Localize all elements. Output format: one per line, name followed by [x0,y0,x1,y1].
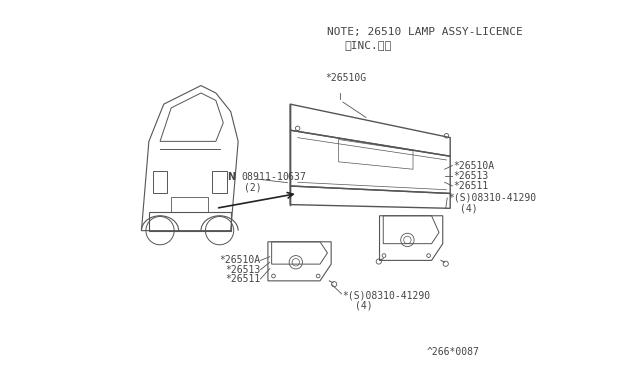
Text: (4): (4) [355,300,373,310]
Text: *26510G: *26510G [326,73,367,83]
Text: *26510A: *26510A [220,256,260,265]
Text: *26513: *26513 [453,171,488,181]
Text: *26511: *26511 [453,181,488,191]
Text: *(S)08310-41290: *(S)08310-41290 [342,291,431,301]
Text: $\bf{N}$ 08911-10637: $\bf{N}$ 08911-10637 [227,170,307,182]
Text: (2): (2) [244,182,261,192]
Text: NOTE; 26510 LAMP ASSY-LICENCE: NOTE; 26510 LAMP ASSY-LICENCE [328,27,523,36]
Text: *26510A: *26510A [453,161,494,170]
Text: (4): (4) [460,203,478,213]
Text: *26513: *26513 [225,265,260,275]
Text: *26511: *26511 [225,274,260,284]
Text: 〈INC.※〉: 〈INC.※〉 [344,41,392,50]
Text: *(S)08310-41290: *(S)08310-41290 [448,193,536,203]
Text: ^266*0087: ^266*0087 [427,347,480,357]
